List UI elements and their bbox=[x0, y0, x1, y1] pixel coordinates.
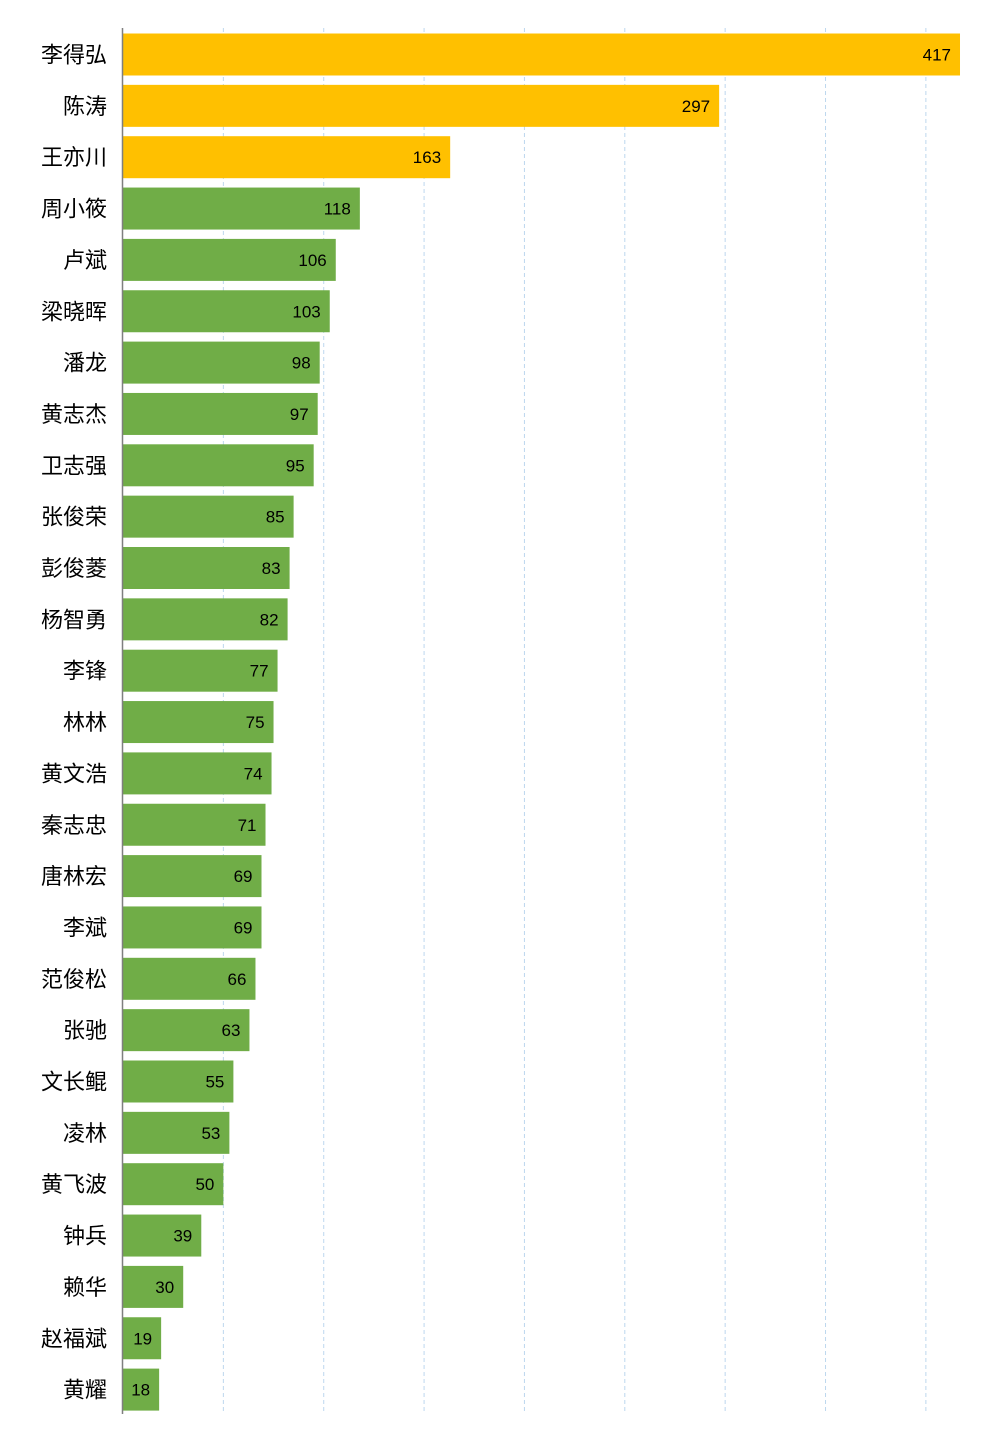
bar bbox=[123, 957, 256, 1000]
data-label: 95 bbox=[286, 456, 305, 475]
data-label: 66 bbox=[228, 970, 247, 989]
data-label: 55 bbox=[205, 1073, 224, 1092]
category-label: 唐林宏 bbox=[41, 865, 107, 890]
category-label: 梁晓晖 bbox=[41, 300, 107, 325]
category-label: 黄志杰 bbox=[41, 403, 107, 428]
data-label: 77 bbox=[250, 662, 269, 681]
bar bbox=[123, 906, 262, 949]
category-label: 王亦川 bbox=[41, 146, 107, 171]
bar bbox=[123, 1060, 234, 1103]
bar bbox=[123, 33, 961, 76]
data-label: 417 bbox=[923, 46, 951, 65]
bar bbox=[123, 495, 294, 538]
bar bbox=[123, 136, 451, 179]
category-label: 彭俊菱 bbox=[41, 557, 107, 582]
data-label: 53 bbox=[201, 1124, 220, 1143]
grid-lines bbox=[222, 28, 927, 1414]
bar bbox=[123, 752, 272, 795]
bar bbox=[123, 649, 278, 692]
category-label: 钟兵 bbox=[63, 1225, 107, 1250]
bar bbox=[123, 1265, 184, 1308]
category-label: 范俊松 bbox=[41, 968, 107, 993]
data-label: 50 bbox=[195, 1175, 214, 1194]
bar bbox=[123, 1317, 162, 1360]
category-label: 卫志强 bbox=[41, 454, 107, 479]
bar bbox=[123, 598, 288, 641]
data-label: 82 bbox=[260, 610, 279, 629]
data-label: 118 bbox=[324, 200, 351, 219]
category-label: 周小筱 bbox=[41, 198, 107, 223]
category-label: 杨智勇 bbox=[41, 608, 107, 633]
bar bbox=[123, 238, 336, 281]
category-label: 潘龙 bbox=[63, 352, 107, 377]
category-label: 李得弘 bbox=[41, 44, 107, 69]
bars-group bbox=[123, 33, 961, 1411]
category-label: 张俊荣 bbox=[41, 506, 107, 531]
data-label: 106 bbox=[298, 251, 326, 270]
category-label: 赵福斌 bbox=[41, 1327, 107, 1352]
category-label: 张驰 bbox=[63, 1019, 107, 1044]
data-label: 69 bbox=[234, 867, 253, 886]
data-label: 98 bbox=[292, 354, 311, 373]
category-label: 李斌 bbox=[63, 916, 107, 941]
bar bbox=[123, 547, 290, 589]
data-label: 83 bbox=[262, 559, 281, 578]
bar bbox=[123, 855, 262, 898]
bar bbox=[123, 444, 314, 487]
category-label: 文长鲲 bbox=[41, 1071, 107, 1096]
bar bbox=[123, 1111, 230, 1154]
bar bbox=[123, 1214, 202, 1257]
bar bbox=[123, 341, 320, 384]
data-label: 30 bbox=[155, 1278, 174, 1297]
category-label: 林林 bbox=[63, 711, 107, 736]
data-label: 74 bbox=[244, 764, 263, 783]
category-label: 黄飞波 bbox=[41, 1173, 107, 1198]
category-label: 卢斌 bbox=[63, 249, 107, 274]
category-label: 黄耀 bbox=[63, 1379, 107, 1404]
data-label: 97 bbox=[290, 405, 309, 424]
bar bbox=[123, 1368, 160, 1411]
category-label: 赖华 bbox=[63, 1276, 107, 1301]
bar bbox=[123, 1009, 250, 1052]
bar bbox=[123, 1163, 224, 1206]
data-label: 75 bbox=[246, 713, 265, 732]
category-label: 黄文浩 bbox=[41, 762, 107, 787]
category-label: 凌林 bbox=[63, 1122, 107, 1147]
data-label: 103 bbox=[292, 302, 320, 321]
bar bbox=[123, 701, 274, 744]
data-label: 18 bbox=[131, 1381, 150, 1400]
data-label: 163 bbox=[413, 148, 441, 167]
labels-group: 417 李得弘 297 陈涛 163 王亦川 118 周小筱 106 卢斌 103 梁晓晖 98 潘龙 97… bbox=[41, 44, 951, 1404]
data-label: 69 bbox=[234, 918, 253, 937]
data-label: 71 bbox=[238, 816, 257, 835]
category-label: 陈涛 bbox=[63, 95, 107, 120]
bar bbox=[123, 84, 720, 127]
bar bbox=[123, 290, 330, 333]
data-label: 85 bbox=[266, 508, 285, 527]
data-label: 63 bbox=[222, 1021, 241, 1040]
category-label: 秦志忠 bbox=[41, 814, 107, 839]
bar bbox=[123, 187, 360, 230]
data-label: 39 bbox=[173, 1227, 192, 1246]
category-label: 李锋 bbox=[63, 660, 107, 685]
data-label: 19 bbox=[133, 1329, 152, 1348]
bar bbox=[123, 392, 318, 435]
bar bbox=[123, 803, 266, 846]
data-label: 297 bbox=[682, 97, 710, 116]
